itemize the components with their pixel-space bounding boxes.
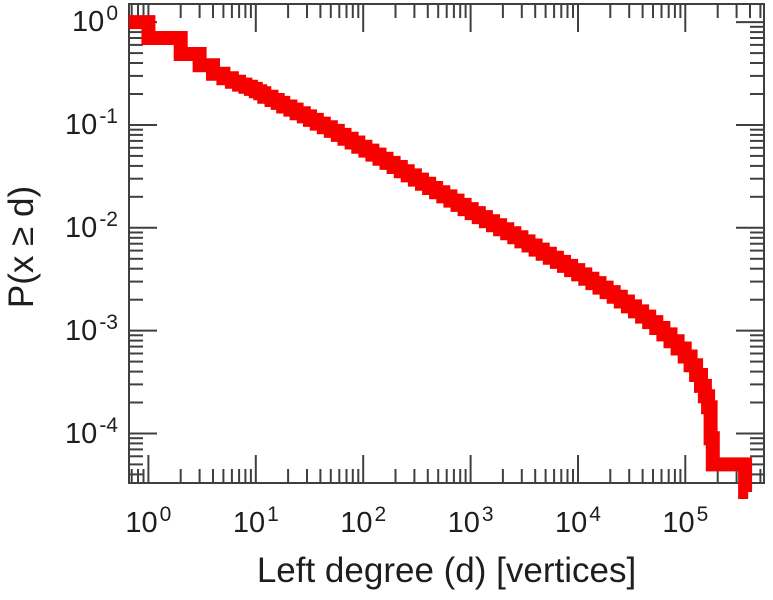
x-tick-label: 100: [125, 503, 172, 539]
x-tick-label: 101: [232, 503, 279, 539]
left-degree-ccdf-curve: [129, 15, 753, 499]
y-tick-label: 10-4: [65, 413, 118, 450]
y-tick-label: 10-3: [65, 310, 118, 347]
plot-border: [128, 3, 765, 484]
y-tick-label: 10-2: [65, 207, 118, 244]
y-tick-label: 100: [72, 2, 118, 39]
x-tick-label: 103: [447, 503, 494, 539]
x-tick-label: 105: [662, 503, 709, 539]
x-tick-label: 102: [340, 503, 387, 539]
x-axis-title: Left degree (d) [vertices]: [256, 551, 637, 590]
x-tick-label: 104: [555, 503, 601, 539]
y-tick-label: 10-1: [65, 105, 118, 141]
